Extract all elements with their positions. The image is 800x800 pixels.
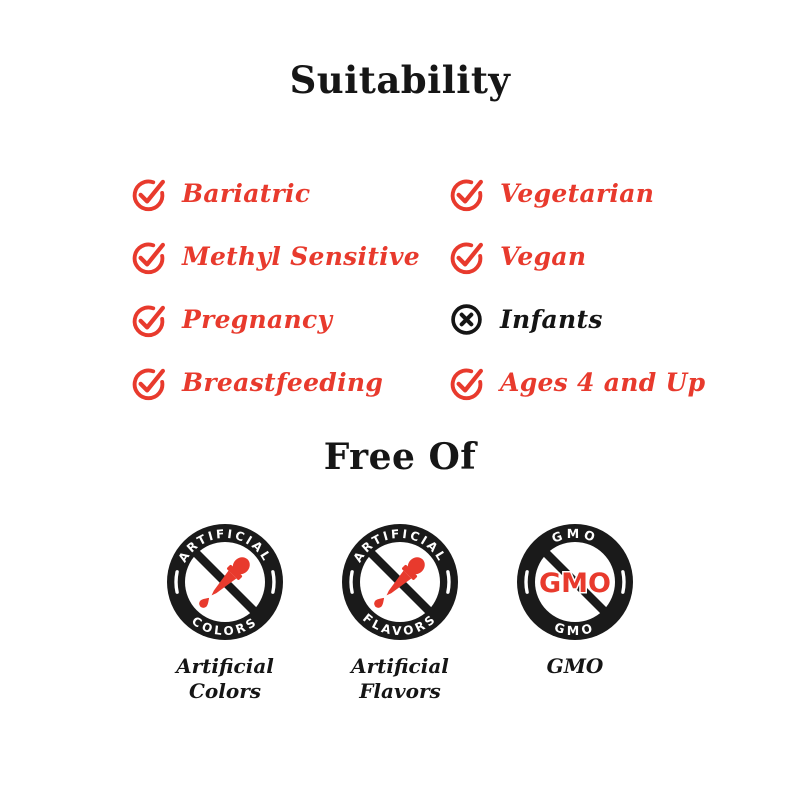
suitability-item-infants: Infants [448, 300, 800, 338]
dropper-icon [374, 557, 425, 608]
check-circle-icon [130, 301, 167, 338]
free-of-badge-artificial-flavors: ARTIFICIAL FLAVORS Artificial Flavors [313, 522, 488, 704]
free-of-badge-artificial-colors: ARTIFICIAL COLORS Artificial Colors [138, 522, 313, 704]
free-of-badges: ARTIFICIAL COLORS Artificial Colors [0, 522, 800, 704]
suitability-list: Bariatric Methyl Sensitive Pregnancy Bre… [130, 174, 800, 426]
suitability-item-label: Vegan [500, 241, 587, 271]
check-circle-icon [448, 238, 485, 275]
cross-circle-icon [448, 301, 485, 338]
dropper-icon [199, 557, 250, 608]
suitability-item-pregnancy: Pregnancy [130, 300, 448, 338]
check-circle-icon [130, 238, 167, 275]
check-circle-icon [448, 364, 485, 401]
suitability-item-label: Methyl Sensitive [182, 241, 421, 271]
gmo-slash-icon: GMO GMO GMO [517, 524, 633, 640]
suitability-item-label: Pregnancy [182, 304, 333, 334]
badge-label: Artificial Colors [176, 654, 274, 703]
suitability-item-label: Vegetarian [500, 178, 655, 208]
suitability-item-bariatric: Bariatric [130, 174, 448, 212]
suitability-title: Suitability [289, 58, 511, 102]
free-of-title: Free Of [323, 436, 477, 478]
badge-bottom-text: GMO [553, 619, 594, 638]
suitability-item-label: Bariatric [182, 178, 311, 208]
suitability-item-vegan: Vegan [448, 237, 800, 275]
suitability-item-vegetarian: Vegetarian [448, 174, 800, 212]
check-circle-icon [130, 364, 167, 401]
badge-center-text: GMO [539, 568, 611, 599]
badge-label: GMO [546, 654, 604, 678]
check-circle-icon [130, 175, 167, 212]
suitability-item-breastfeeding: Breastfeeding [130, 363, 448, 401]
check-circle-icon [448, 175, 485, 212]
suitability-item-label: Infants [500, 304, 603, 334]
suitability-item-label: Ages 4 and Up [500, 367, 706, 397]
suitability-item-methyl-sensitive: Methyl Sensitive [130, 237, 448, 275]
svg-text:GMO: GMO [553, 619, 598, 638]
dropper-slash-icon: ARTIFICIAL FLAVORS [342, 524, 458, 640]
dropper-slash-icon: ARTIFICIAL COLORS [167, 524, 283, 640]
badge-label: Artificial Flavors [351, 654, 449, 703]
suitability-item-label: Breastfeeding [182, 367, 384, 397]
suitability-item-ages-4-and-up: Ages 4 and Up [448, 363, 800, 401]
free-of-badge-gmo: GMO GMO GMO GMO [488, 522, 663, 704]
